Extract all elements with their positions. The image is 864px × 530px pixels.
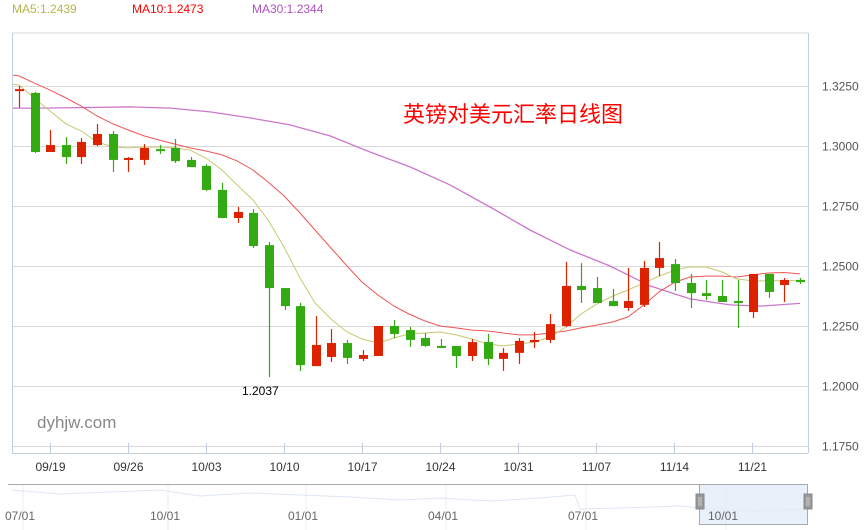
- y-axis-labels: 1.3250 1.3000 1.2750 1.2500 1.2250 1.2000 1.17…: [822, 80, 859, 454]
- candle: [77, 138, 86, 164]
- candle: [312, 315, 321, 367]
- candle: [171, 139, 180, 164]
- candle: [265, 242, 274, 378]
- legend-ma5[interactable]: MA5:1.2439: [12, 2, 77, 16]
- axes: [12, 33, 809, 454]
- candles: [15, 86, 805, 378]
- candle: [718, 279, 727, 302]
- x-tick-label: 10/17: [347, 460, 377, 474]
- candle: [15, 86, 24, 108]
- candle: [515, 338, 524, 364]
- y-tick-label: 1.2250: [822, 320, 859, 334]
- x-tick-label: 09/26: [113, 460, 143, 474]
- candle: [687, 273, 696, 308]
- candle: [655, 242, 664, 277]
- candle: [499, 348, 508, 371]
- candle: [281, 288, 290, 310]
- x-tick-label: 10/03: [191, 460, 221, 474]
- candle: [702, 279, 711, 301]
- y-tick-label: 1.3250: [822, 80, 859, 94]
- candle: [218, 182, 227, 218]
- candle: [452, 345, 461, 368]
- candle: [577, 263, 586, 303]
- candle: [109, 131, 118, 172]
- candle: [796, 278, 805, 284]
- ma5-path: [11, 83, 800, 347]
- navigator-handle-right[interactable]: [803, 493, 813, 510]
- y-tick-label: 1.2000: [822, 380, 859, 394]
- ma10-path: [11, 74, 801, 336]
- ma5-line: [11, 83, 800, 347]
- candle: [780, 278, 789, 302]
- x-axis-labels: 09/19 09/26 10/03 10/10 10/17 10/24 10/31 11/07…: [35, 460, 767, 474]
- navigator-tick-label: 07/01: [5, 509, 35, 523]
- legend-ma30[interactable]: MA30:1.2344: [252, 2, 324, 16]
- candle: [468, 338, 477, 362]
- candle: [671, 259, 680, 291]
- candle: [609, 289, 618, 307]
- candle: [640, 260, 649, 308]
- candle: [234, 206, 243, 224]
- candle: [46, 129, 55, 152]
- navigator-tick-label: 07/01: [568, 509, 598, 523]
- navigator-tick-label: 10/01: [150, 509, 180, 523]
- x-tick-label: 11/14: [660, 460, 689, 474]
- y-tick-label: 1.1750: [822, 440, 859, 454]
- candle: [202, 164, 211, 192]
- candle: [437, 338, 446, 348]
- x-tick-label: 10/10: [269, 460, 299, 474]
- candle: [187, 157, 196, 168]
- navigator-tick-label: 10/01: [708, 509, 738, 523]
- candle: [484, 333, 493, 366]
- candle: [93, 123, 102, 146]
- chart-title: 英镑对美元汇率日线图: [403, 103, 623, 128]
- candle: [593, 277, 602, 303]
- navigator-tick-label: 01/01: [288, 509, 318, 523]
- candle: [530, 332, 539, 349]
- candle: [359, 350, 368, 362]
- candle: [327, 329, 336, 362]
- watermark: dyhjw.com: [37, 413, 116, 432]
- candle: [765, 273, 774, 298]
- ma30-line: [12, 106, 801, 307]
- navigator-tick-label: 04/01: [428, 509, 458, 523]
- candle: [156, 145, 165, 154]
- y-tick-label: 1.2750: [822, 200, 859, 214]
- candle: [249, 209, 258, 248]
- navigator-series: [11, 489, 809, 512]
- navigator-handle-left[interactable]: [695, 493, 705, 510]
- candle: [546, 314, 555, 344]
- candle: [31, 92, 40, 153]
- candle: [140, 144, 149, 165]
- candle: [749, 273, 758, 319]
- candle: [343, 339, 352, 364]
- candle: [624, 267, 633, 311]
- candle: [406, 326, 415, 347]
- x-tick-label: 11/07: [582, 460, 611, 474]
- candle: [390, 320, 399, 338]
- ma10-line: [11, 74, 801, 336]
- x-tick-label: 11/21: [738, 460, 767, 474]
- candle: [374, 326, 383, 356]
- candle: [562, 261, 571, 327]
- y-tick-label: 1.2500: [822, 260, 859, 274]
- x-tick-label: 10/24: [425, 460, 455, 474]
- period-low-label: 1.2037: [242, 384, 279, 398]
- candle: [421, 332, 430, 347]
- legend-ma10[interactable]: MA10:1.2473: [132, 2, 204, 16]
- x-tick-label: 10/31: [503, 460, 533, 474]
- candle: [124, 157, 133, 172]
- ma30-path: [12, 106, 801, 307]
- gridlines: [12, 32, 808, 447]
- navigator[interactable]: 07/01 10/01 01/01 04/01 07/01 10/01: [5, 484, 813, 530]
- candle: [62, 137, 71, 164]
- candle: [734, 279, 743, 328]
- candle: [296, 302, 305, 372]
- x-tick-label: 09/19: [35, 460, 65, 474]
- y-tick-label: 1.3000: [822, 140, 859, 154]
